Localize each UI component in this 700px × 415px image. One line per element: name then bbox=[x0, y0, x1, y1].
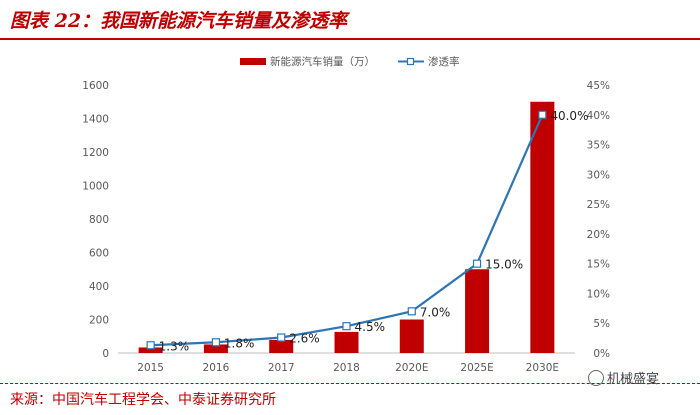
x-tick-label: 2020E bbox=[395, 362, 428, 374]
x-tick-label: 2017 bbox=[268, 362, 295, 374]
data-label: 15.0% bbox=[485, 258, 523, 272]
bar bbox=[203, 344, 228, 353]
y-right-tick-label: 30% bbox=[587, 169, 610, 181]
y-left-tick-label: 1400 bbox=[82, 114, 109, 126]
y-left-axis: 0 200 400 600 800 1000 1200 1400 1600 bbox=[82, 80, 109, 360]
bar bbox=[399, 319, 424, 353]
line-marker bbox=[472, 259, 482, 268]
line-marker bbox=[407, 307, 416, 316]
line-marker bbox=[211, 338, 221, 347]
x-tick-label: 2016 bbox=[203, 362, 230, 374]
data-label: 2.6% bbox=[289, 332, 320, 346]
line-marker bbox=[538, 110, 547, 119]
y-right-tick-label: 0% bbox=[593, 348, 610, 360]
y-left-tick-label: 1200 bbox=[82, 147, 109, 159]
bar bbox=[465, 269, 490, 353]
y-left-tick-label: 600 bbox=[89, 248, 109, 260]
figure-title: 图表 22：我国新能源汽车销量及渗透率 bbox=[10, 10, 348, 32]
y-right-tick-label: 25% bbox=[587, 199, 610, 211]
y-left-tick-label: 800 bbox=[89, 214, 109, 226]
y-right-tick-label: 20% bbox=[587, 229, 610, 241]
title-rule bbox=[0, 38, 700, 40]
bar bbox=[138, 347, 163, 353]
watermark-text: 机械盛宴 bbox=[607, 372, 660, 387]
y-right-axis: 0% 5% 10% 15% 20% 25% 30% 35% 40% 45% bbox=[587, 80, 610, 360]
chart: 新能源汽车销量（万） 渗透率 0 200 400 600 800 1000 1200 1400 1… bbox=[82, 55, 610, 374]
legend: 新能源汽车销量（万） 渗透率 bbox=[240, 55, 460, 68]
y-right-tick-label: 10% bbox=[587, 288, 610, 300]
line-marker bbox=[146, 341, 155, 350]
x-axis: 2015 2016 2017 2018 2020E 2025E 2030E bbox=[137, 362, 559, 374]
y-right-tick-label: 5% bbox=[593, 318, 610, 330]
bar bbox=[530, 101, 555, 353]
y-right-tick-label: 40% bbox=[587, 110, 610, 122]
data-label: 1.8% bbox=[224, 336, 255, 350]
y-right-tick-label: 15% bbox=[587, 259, 610, 271]
line-marker bbox=[277, 333, 286, 342]
bars bbox=[138, 101, 555, 353]
penetration-line: 1.3% 1.8% 2.6% 4.5% 7.0% 15.0% 40.0% bbox=[146, 109, 588, 353]
data-label: 7.0% bbox=[420, 305, 451, 319]
legend-bar-swatch bbox=[240, 58, 266, 65]
y-right-tick-label: 35% bbox=[587, 140, 610, 152]
x-tick-label: 2025E bbox=[460, 362, 493, 374]
data-label: 1.3% bbox=[159, 339, 190, 353]
data-label: 4.5% bbox=[355, 320, 386, 334]
line-marker bbox=[342, 322, 351, 331]
x-tick-label: 2015 bbox=[137, 362, 164, 374]
legend-line-label: 渗透率 bbox=[428, 55, 460, 68]
source-note: 来源：中国汽车工程学会、中泰证券研究所 bbox=[10, 392, 276, 408]
x-tick-label: 2018 bbox=[333, 362, 360, 374]
bar bbox=[334, 331, 359, 353]
data-label: 40.0% bbox=[550, 109, 588, 123]
x-tick-label: 2030E bbox=[526, 362, 559, 374]
legend-line-marker bbox=[406, 57, 415, 66]
watermark: 机械盛宴 bbox=[588, 368, 659, 387]
bar bbox=[269, 339, 294, 353]
y-left-tick-label: 1600 bbox=[82, 80, 109, 92]
y-left-tick-label: 400 bbox=[89, 281, 109, 293]
legend-bar-label: 新能源汽车销量（万） bbox=[270, 55, 375, 68]
source-rule bbox=[0, 383, 700, 384]
y-left-tick-label: 200 bbox=[89, 315, 109, 327]
y-left-tick-label: 0 bbox=[102, 348, 109, 360]
y-left-tick-label: 1000 bbox=[82, 181, 109, 193]
y-right-tick-label: 45% bbox=[587, 80, 610, 92]
wechat-icon bbox=[588, 370, 604, 386]
